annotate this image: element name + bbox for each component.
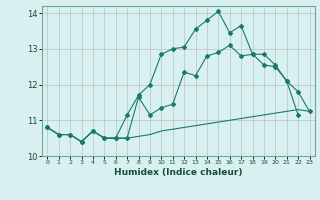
X-axis label: Humidex (Indice chaleur): Humidex (Indice chaleur): [114, 168, 243, 177]
